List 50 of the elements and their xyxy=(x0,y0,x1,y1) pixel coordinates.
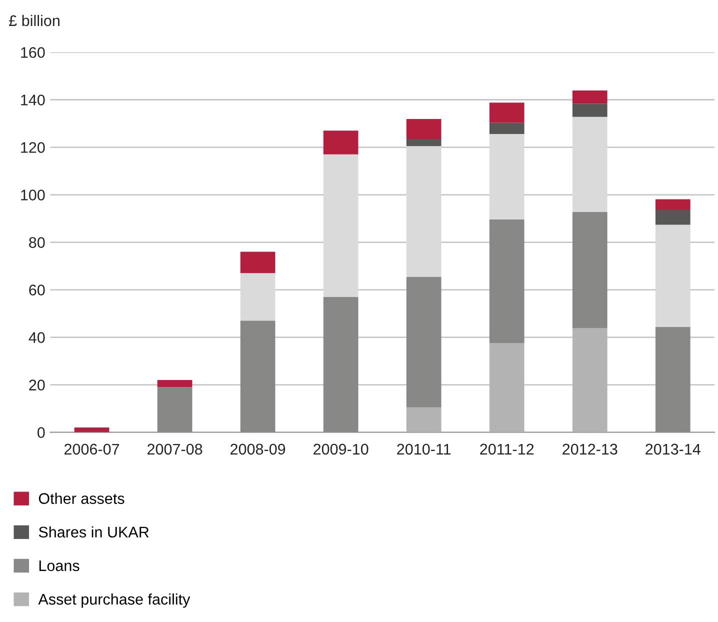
bar xyxy=(406,138,442,146)
bar xyxy=(157,387,192,432)
legend-label: Shares in UKAR xyxy=(38,526,149,538)
legend-label: Loans xyxy=(39,560,80,572)
bar xyxy=(572,328,608,432)
y-tick-label: 120 xyxy=(21,142,45,153)
y-tick-label: 0 xyxy=(38,427,45,438)
bar xyxy=(157,380,192,388)
x-tick-label: 2007-08 xyxy=(148,444,202,455)
bar xyxy=(240,320,276,432)
bar xyxy=(655,224,690,327)
x-tick-label: 2010-11 xyxy=(397,444,451,455)
y-tick-label: 40 xyxy=(28,332,45,343)
x-tick-label: 2012-13 xyxy=(562,444,618,455)
bar xyxy=(323,154,358,297)
bar xyxy=(572,116,608,212)
bar xyxy=(655,199,690,210)
y-tick-label: 140 xyxy=(21,94,45,106)
bar xyxy=(489,219,524,343)
x-tick-label: 2011-12 xyxy=(480,444,534,455)
legend-label: Asset purchase facility xyxy=(38,593,190,608)
y-axis-title: £ billion xyxy=(9,14,60,26)
y-tick-label: 80 xyxy=(29,237,45,248)
bar xyxy=(406,146,442,277)
bar xyxy=(74,428,110,432)
bar xyxy=(406,407,442,432)
bar xyxy=(655,210,690,225)
bar xyxy=(240,273,276,321)
legend-label: Other assets xyxy=(38,492,124,504)
y-tick-label: 160 xyxy=(21,47,45,58)
x-tick-label: 2009-10 xyxy=(314,444,368,455)
bar xyxy=(323,296,358,432)
bar xyxy=(489,134,524,220)
bar xyxy=(572,90,608,104)
bar xyxy=(323,130,358,154)
x-tick-label: 2013-14 xyxy=(646,444,700,455)
x-tick-label: 2008-09 xyxy=(230,444,286,455)
bar xyxy=(572,104,608,117)
bar xyxy=(489,102,524,123)
bar xyxy=(572,212,608,328)
bar xyxy=(406,276,442,408)
bar xyxy=(240,252,276,274)
y-tick-label: 20 xyxy=(29,380,45,390)
x-tick-label: 2006-07 xyxy=(64,444,120,455)
bar xyxy=(406,118,442,139)
y-tick-label: 60 xyxy=(29,284,45,296)
bar xyxy=(655,326,690,432)
bar xyxy=(489,122,524,134)
bar xyxy=(489,342,524,432)
y-tick-label: 100 xyxy=(21,190,45,200)
